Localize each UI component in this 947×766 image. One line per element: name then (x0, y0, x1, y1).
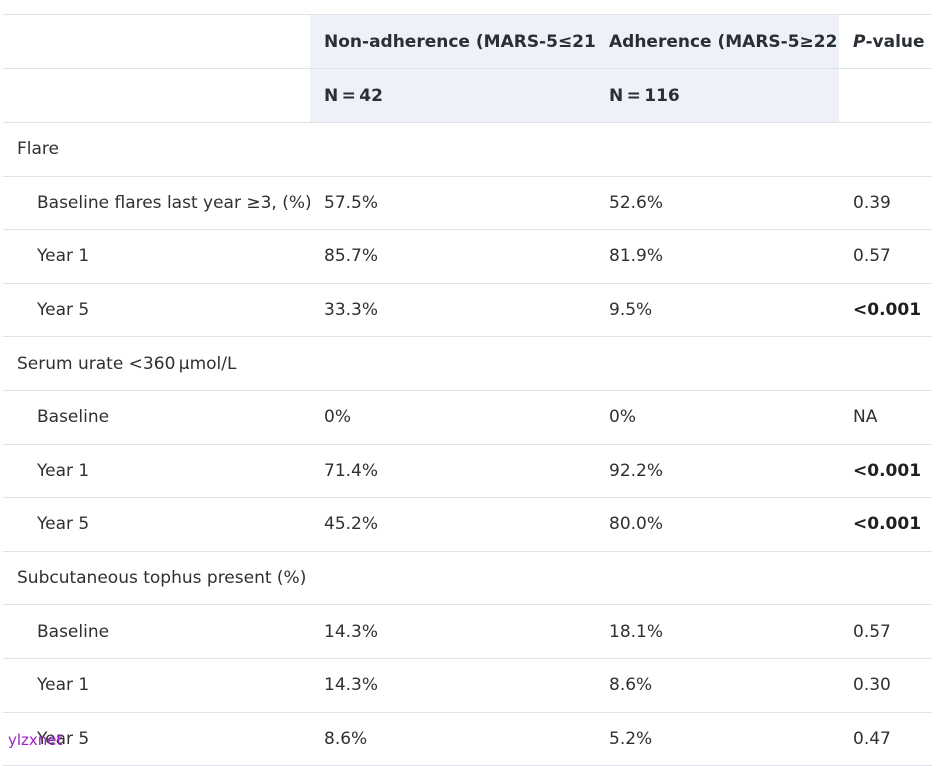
non-adherence-value: 85.7% (310, 229, 595, 284)
non-adherence-value: 8.6% (310, 712, 595, 766)
table-section-row: Flare (3, 122, 932, 177)
header-row-counts: N = 42 N = 116 (3, 68, 932, 123)
adherence-value: 8.6% (595, 658, 839, 713)
watermark-text: ylzxnet (8, 731, 63, 749)
header-n-adherence: N = 116 (595, 68, 839, 123)
header-p-rest: -value (865, 31, 925, 52)
adherence-value: 81.9% (595, 229, 839, 284)
p-value: 0.47 (839, 712, 932, 766)
adherence-value: 9.5% (595, 283, 839, 338)
non-adherence-value: 71.4% (310, 444, 595, 499)
header-count-p-empty (839, 68, 932, 123)
adherence-value: 92.2% (595, 444, 839, 499)
table-header: Non-adherence (MARS-5≤21) Adherence (MAR… (3, 14, 932, 123)
table-body: Flare Baseline flares last year ≥3, (%) 57… (3, 122, 932, 766)
row-label: Year 5 (3, 497, 310, 552)
p-value: 0.57 (839, 229, 932, 284)
table-section-row: Subcutaneous tophus present (%) (3, 551, 932, 606)
p-value: 0.30 (839, 658, 932, 713)
row-label: Year 1 (3, 229, 310, 284)
row-label: Baseline (3, 390, 310, 445)
table-row: Year 5 45.2% 80.0% <0.001 (3, 497, 932, 552)
non-adherence-value: 14.3% (310, 658, 595, 713)
non-adherence-value: 33.3% (310, 283, 595, 338)
table-row: Year 5 8.6% 5.2% 0.47 (3, 712, 932, 766)
p-value: <0.001 (839, 444, 932, 499)
row-label: Baseline flares last year ≥3, (%) (3, 176, 310, 231)
adherence-value: 18.1% (595, 604, 839, 659)
header-adherence: Adherence (MARS-5≥22) (595, 14, 839, 69)
section-label: Flare (3, 122, 932, 177)
p-value: <0.001 (839, 497, 932, 552)
table-row: Baseline flares last year ≥3, (%) 57.5% 52… (3, 176, 932, 231)
results-table-container: Non-adherence (MARS-5≤21) Adherence (MAR… (3, 14, 932, 766)
header-p-italic: P (853, 31, 866, 52)
adherence-value: 0% (595, 390, 839, 445)
adherence-value: 80.0% (595, 497, 839, 552)
header-non-adherence: Non-adherence (MARS-5≤21) (310, 14, 595, 69)
non-adherence-value: 57.5% (310, 176, 595, 231)
p-value: NA (839, 390, 932, 445)
header-p-value: P-value (839, 14, 932, 69)
p-value: <0.001 (839, 283, 932, 338)
row-label: Year 1 (3, 444, 310, 499)
section-label: Serum urate <360 μmol/L (3, 336, 932, 391)
table-section-row: Serum urate <360 μmol/L (3, 336, 932, 391)
header-n-non-adherence: N = 42 (310, 68, 595, 123)
table-row: Year 1 85.7% 81.9% 0.57 (3, 229, 932, 284)
non-adherence-value: 45.2% (310, 497, 595, 552)
table-row: Year 5 33.3% 9.5% <0.001 (3, 283, 932, 338)
row-label: Year 5 (3, 283, 310, 338)
results-table: Non-adherence (MARS-5≤21) Adherence (MAR… (3, 14, 932, 766)
row-label: Baseline (3, 604, 310, 659)
header-empty-cell (3, 14, 310, 69)
table-row: Year 1 14.3% 8.6% 0.30 (3, 658, 932, 713)
non-adherence-value: 0% (310, 390, 595, 445)
header-row-labels: Non-adherence (MARS-5≤21) Adherence (MAR… (3, 14, 932, 69)
table-row: Baseline 0% 0% NA (3, 390, 932, 445)
p-value: 0.39 (839, 176, 932, 231)
header-count-empty (3, 68, 310, 123)
non-adherence-value: 14.3% (310, 604, 595, 659)
p-value: 0.57 (839, 604, 932, 659)
row-label: Year 1 (3, 658, 310, 713)
adherence-value: 5.2% (595, 712, 839, 766)
adherence-value: 52.6% (595, 176, 839, 231)
section-label: Subcutaneous tophus present (%) (3, 551, 932, 606)
table-row: Year 1 71.4% 92.2% <0.001 (3, 444, 932, 499)
table-row: Baseline 14.3% 18.1% 0.57 (3, 604, 932, 659)
